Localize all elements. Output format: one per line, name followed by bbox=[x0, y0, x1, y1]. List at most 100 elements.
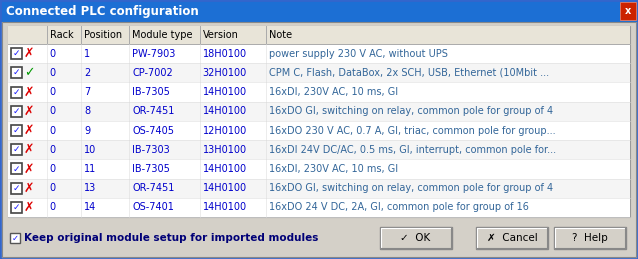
Text: 0: 0 bbox=[50, 164, 56, 174]
Text: ✓: ✓ bbox=[24, 66, 34, 79]
Text: 16xDI, 230V AC, 10 ms, GI: 16xDI, 230V AC, 10 ms, GI bbox=[269, 164, 397, 174]
Text: 0: 0 bbox=[50, 87, 56, 97]
Text: IB-7303: IB-7303 bbox=[132, 145, 170, 155]
Text: 2: 2 bbox=[84, 68, 91, 78]
Text: x: x bbox=[625, 6, 631, 16]
Text: 16xDO GI, switching on relay, common pole for group of 4: 16xDO GI, switching on relay, common pol… bbox=[269, 106, 553, 116]
Text: 0: 0 bbox=[50, 126, 56, 135]
Text: ✓: ✓ bbox=[13, 107, 20, 116]
Bar bbox=[8, 26, 630, 217]
Bar bbox=[11, 106, 22, 117]
Bar bbox=[8, 178, 630, 198]
Text: Position: Position bbox=[84, 30, 122, 40]
Text: ✗: ✗ bbox=[24, 162, 34, 175]
Bar bbox=[8, 198, 630, 217]
Text: 10: 10 bbox=[84, 145, 96, 155]
Text: ✗: ✗ bbox=[24, 182, 34, 195]
Text: OS-7401: OS-7401 bbox=[132, 202, 174, 212]
Bar bbox=[11, 202, 22, 213]
Text: ✓: ✓ bbox=[13, 126, 20, 135]
Text: 16xDO 230 V AC, 0.7 A, GI, triac, common pole for group...: 16xDO 230 V AC, 0.7 A, GI, triac, common… bbox=[269, 126, 555, 135]
Text: ✗: ✗ bbox=[24, 105, 34, 118]
Text: ✗: ✗ bbox=[24, 124, 34, 137]
Text: OR-7451: OR-7451 bbox=[132, 106, 175, 116]
Bar bbox=[380, 227, 452, 249]
Bar bbox=[8, 140, 630, 159]
Text: 14H0100: 14H0100 bbox=[203, 202, 247, 212]
Bar bbox=[11, 87, 22, 98]
Text: 0: 0 bbox=[50, 106, 56, 116]
Text: 0: 0 bbox=[50, 49, 56, 59]
Bar bbox=[8, 82, 630, 102]
Text: OS-7405: OS-7405 bbox=[132, 126, 174, 135]
Bar bbox=[8, 44, 630, 63]
Bar bbox=[11, 183, 22, 194]
Text: PW-7903: PW-7903 bbox=[132, 49, 175, 59]
Text: 8: 8 bbox=[84, 106, 91, 116]
Bar bbox=[8, 102, 630, 121]
Text: ✓: ✓ bbox=[13, 88, 20, 97]
Text: Note: Note bbox=[269, 30, 292, 40]
Text: ✓: ✓ bbox=[13, 184, 20, 193]
Bar bbox=[8, 63, 630, 82]
Bar bbox=[8, 26, 630, 44]
Text: IB-7305: IB-7305 bbox=[132, 164, 170, 174]
Text: 14H0100: 14H0100 bbox=[203, 164, 247, 174]
Text: ✓: ✓ bbox=[13, 68, 20, 77]
Text: 0: 0 bbox=[50, 145, 56, 155]
Text: Module type: Module type bbox=[132, 30, 193, 40]
Text: ✓: ✓ bbox=[13, 49, 20, 58]
Bar bbox=[8, 159, 630, 178]
Text: ✗: ✗ bbox=[24, 143, 34, 156]
Text: ✓: ✓ bbox=[13, 145, 20, 154]
Text: 14H0100: 14H0100 bbox=[203, 106, 247, 116]
Text: 16xDO GI, switching on relay, common pole for group of 4: 16xDO GI, switching on relay, common pol… bbox=[269, 183, 553, 193]
Text: 0: 0 bbox=[50, 183, 56, 193]
Text: CPM C, Flash, DataBox, 2x SCH, USB, Ethernet (10Mbit ...: CPM C, Flash, DataBox, 2x SCH, USB, Ethe… bbox=[269, 68, 549, 78]
Text: OR-7451: OR-7451 bbox=[132, 183, 175, 193]
Text: Connected PLC configuration: Connected PLC configuration bbox=[6, 4, 199, 18]
Text: ✗: ✗ bbox=[24, 47, 34, 60]
Text: 1: 1 bbox=[84, 49, 91, 59]
Text: Rack: Rack bbox=[50, 30, 73, 40]
Text: 13H0100: 13H0100 bbox=[203, 145, 247, 155]
Text: 13: 13 bbox=[84, 183, 96, 193]
Text: 18H0100: 18H0100 bbox=[203, 49, 247, 59]
Bar bbox=[554, 227, 626, 249]
Bar bbox=[11, 144, 22, 155]
Bar bbox=[11, 48, 22, 59]
Text: power supply 230 V AC, without UPS: power supply 230 V AC, without UPS bbox=[269, 49, 447, 59]
Text: 32H0100: 32H0100 bbox=[203, 68, 247, 78]
Text: ?  Help: ? Help bbox=[572, 233, 607, 243]
Text: IB-7305: IB-7305 bbox=[132, 87, 170, 97]
Text: CP-7002: CP-7002 bbox=[132, 68, 173, 78]
Bar bbox=[476, 227, 548, 249]
Bar bbox=[10, 233, 20, 243]
Text: 14H0100: 14H0100 bbox=[203, 183, 247, 193]
Bar bbox=[0, 0, 638, 22]
Text: ✓: ✓ bbox=[13, 203, 20, 212]
Text: ✓  OK: ✓ OK bbox=[401, 233, 431, 243]
Text: 12H0100: 12H0100 bbox=[203, 126, 247, 135]
Text: 0: 0 bbox=[50, 202, 56, 212]
Text: 11: 11 bbox=[84, 164, 96, 174]
Text: ✓: ✓ bbox=[11, 234, 19, 242]
Text: Version: Version bbox=[203, 30, 239, 40]
Text: 14: 14 bbox=[84, 202, 96, 212]
Text: 14H0100: 14H0100 bbox=[203, 87, 247, 97]
Text: Keep original module setup for imported modules: Keep original module setup for imported … bbox=[24, 233, 318, 243]
Bar bbox=[11, 67, 22, 78]
Text: 16xDI 24V DC/AC, 0.5 ms, GI, interrupt, common pole for...: 16xDI 24V DC/AC, 0.5 ms, GI, interrupt, … bbox=[269, 145, 556, 155]
Text: 7: 7 bbox=[84, 87, 91, 97]
Text: ✓: ✓ bbox=[13, 164, 20, 174]
Text: 0: 0 bbox=[50, 68, 56, 78]
Bar bbox=[8, 121, 630, 140]
Text: 9: 9 bbox=[84, 126, 91, 135]
Bar bbox=[620, 2, 636, 20]
Bar bbox=[11, 163, 22, 175]
Text: 16xDI, 230V AC, 10 ms, GI: 16xDI, 230V AC, 10 ms, GI bbox=[269, 87, 397, 97]
Text: 16xDO 24 V DC, 2A, GI, common pole for group of 16: 16xDO 24 V DC, 2A, GI, common pole for g… bbox=[269, 202, 528, 212]
Text: ✗: ✗ bbox=[24, 201, 34, 214]
Bar bbox=[11, 125, 22, 136]
Text: ✗: ✗ bbox=[24, 85, 34, 99]
